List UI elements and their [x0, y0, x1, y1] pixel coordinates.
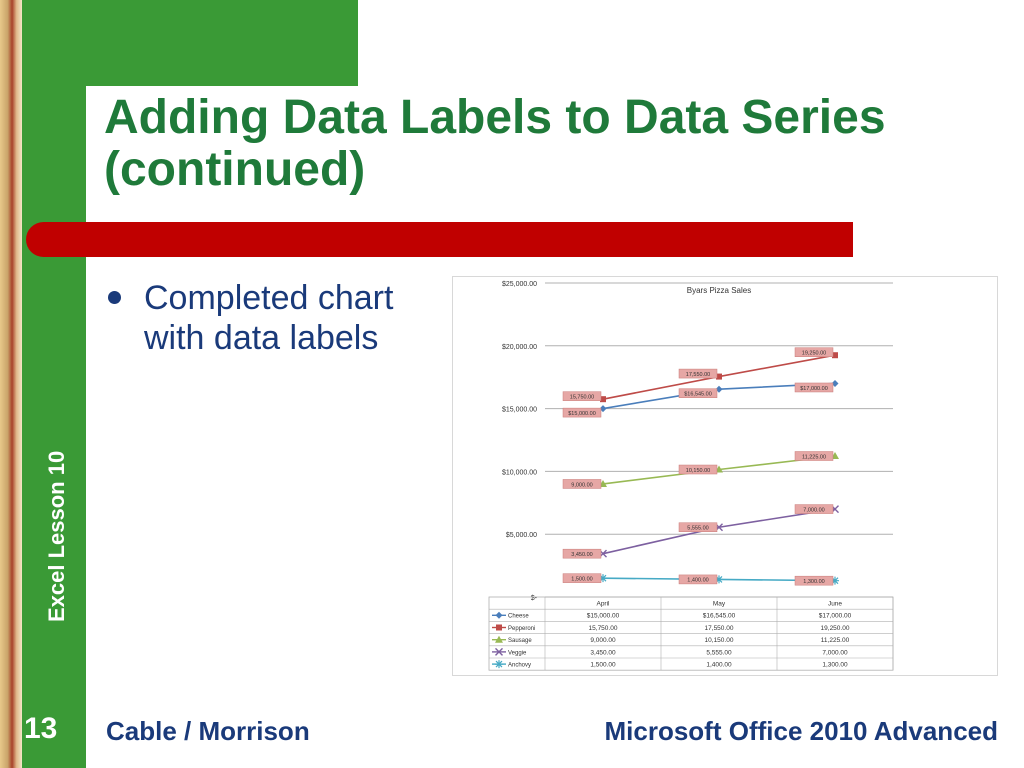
point-pepperoni	[600, 396, 606, 403]
table-cell: 5,555.00	[706, 649, 732, 656]
data-label-box	[562, 479, 602, 489]
point-anchovy	[831, 576, 839, 585]
title-line-1: Adding Data Labels to Data Series	[104, 91, 886, 144]
legend-entry: Anchovy	[508, 663, 531, 669]
table-cell: $17,000.00	[819, 613, 852, 620]
point-pepperoni	[496, 624, 502, 631]
point-pepperoni	[716, 373, 722, 380]
page-number: 13	[24, 712, 58, 745]
data-label: 11,225.00	[802, 454, 826, 460]
footer-authors: Cable / Morrison	[106, 716, 310, 746]
y-tick-label: $25,000.00	[502, 281, 537, 288]
table-cell: 11,225.00	[821, 637, 850, 644]
slide-title: Adding Data Labels to Data Series (conti…	[104, 92, 1004, 196]
data-label-box	[794, 382, 834, 393]
x-category-label: April	[596, 601, 610, 608]
data-label: $16,545.00	[684, 391, 712, 397]
legend-entry: Cheese	[508, 614, 529, 620]
green-side-band	[22, 0, 86, 768]
bullet-line-1: Completed chart	[144, 279, 394, 317]
data-label-box	[678, 464, 718, 475]
data-label: 15,750.00	[570, 394, 594, 400]
title-divider-bar	[26, 222, 853, 257]
table-cell: 15,750.00	[589, 625, 618, 632]
bullet-item: Completed chart with data labels	[108, 278, 448, 358]
table-cell: $15,000.00	[587, 613, 620, 620]
footer-book-title: Microsoft Office 2010 Advanced	[604, 716, 999, 746]
table-cell: 1,400.00	[706, 662, 732, 669]
chart-frame: $- $5,000.00 $10,000.00 $15,000.00 $20,000.0…	[452, 276, 998, 676]
bullet-dot-icon	[108, 291, 121, 304]
y-tick-label: $5,000.00	[506, 532, 537, 539]
legend-entry: Sausage	[508, 638, 532, 644]
point-anchovy	[715, 575, 723, 584]
point-sausage	[495, 635, 503, 643]
table-cell: 7,000.00	[822, 649, 848, 656]
data-label: $15,000.00	[568, 411, 596, 417]
data-label: 19,250.00	[802, 351, 826, 357]
data-label: 7,000.00	[803, 507, 824, 513]
y-tick-label: $10,000.00	[502, 469, 537, 476]
series-line-veggie	[602, 508, 836, 555]
table-cell: 17,550.00	[705, 625, 734, 632]
data-label-box	[678, 574, 718, 585]
point-cheese	[831, 379, 839, 387]
data-label: 3,450.00	[571, 552, 592, 558]
x-category-label: May	[713, 601, 726, 608]
line-chart: $- $5,000.00 $10,000.00 $15,000.00 $20,000.0…	[488, 281, 894, 671]
y-tick-label: $-	[531, 595, 538, 602]
data-label: 5,555.00	[687, 526, 708, 532]
data-label-box	[678, 368, 718, 379]
decorative-strip	[0, 0, 22, 768]
chart-title: Byars Pizza Sales	[687, 286, 751, 295]
lesson-side-label: Excel Lesson 10	[44, 450, 69, 622]
table-cell: $16,545.00	[703, 613, 736, 620]
green-top-band	[22, 0, 358, 86]
data-label-box	[794, 504, 834, 514]
point-anchovy	[599, 574, 607, 583]
table-cell: 9,000.00	[590, 637, 616, 644]
y-tick-label: $20,000.00	[502, 344, 537, 351]
x-category-label: June	[828, 601, 842, 608]
table-cell: 1,300.00	[822, 662, 848, 669]
table-cell: 19,250.00	[821, 625, 850, 632]
point-veggie	[495, 647, 503, 656]
data-label: 1,400.00	[687, 578, 708, 584]
legend-entry: Veggie	[508, 650, 527, 656]
table-cell: 3,450.00	[590, 649, 616, 656]
point-pepperoni	[832, 352, 838, 359]
table-cell: 1,500.00	[590, 662, 616, 669]
data-label: 17,550.00	[686, 372, 710, 378]
y-tick-label: $15,000.00	[502, 407, 537, 414]
bullet-line-2: with data labels	[144, 319, 379, 357]
data-label-box	[678, 522, 718, 532]
data-label-box	[678, 388, 718, 398]
data-label: $17,000.00	[800, 386, 828, 392]
point-anchovy	[495, 660, 503, 669]
data-label: 1,300.00	[803, 579, 824, 585]
legend-entry: Pepperoni	[508, 626, 535, 632]
data-label-box	[562, 573, 602, 583]
table-cell: 10,150.00	[705, 637, 734, 644]
data-label-box	[562, 391, 602, 401]
data-label: 9,000.00	[571, 482, 592, 488]
data-label: 10,150.00	[686, 468, 710, 474]
data-label-box	[562, 407, 602, 418]
data-label: 1,500.00	[571, 576, 592, 582]
data-label-box	[794, 575, 834, 586]
point-cheese	[495, 611, 503, 619]
data-label-box	[562, 548, 602, 559]
title-line-2: (continued)	[104, 143, 366, 196]
data-label-box	[794, 451, 834, 461]
data-label-box	[794, 347, 834, 357]
